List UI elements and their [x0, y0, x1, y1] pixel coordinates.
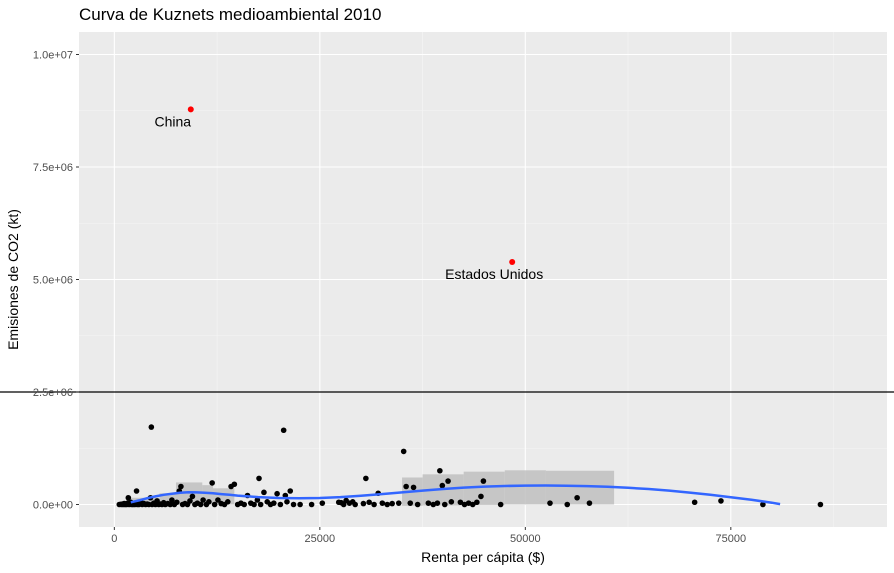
smooth-curve — [130, 484, 781, 506]
y-tick-label: 5.0e+06 — [33, 275, 73, 287]
data-point — [457, 499, 464, 506]
data-point — [287, 488, 294, 494]
x-tick-label: 50000 — [510, 533, 541, 545]
data-point — [379, 500, 386, 506]
data-point — [167, 501, 174, 508]
data-point — [241, 501, 248, 508]
data-point — [211, 501, 218, 508]
data-point — [200, 497, 206, 503]
data-point — [148, 424, 155, 430]
data-point — [274, 490, 280, 497]
y-tick-label: 1.0e+07 — [33, 50, 73, 62]
data-point — [169, 497, 175, 503]
data-point — [189, 493, 196, 500]
data-point — [445, 478, 451, 484]
y-axis: 0.0e+00 2.5e+06 5.0e+06 7.5e+06 1.0e+07 — [33, 50, 79, 512]
data-point — [254, 497, 261, 503]
highlight-label: China — [154, 113, 191, 129]
data-point — [371, 501, 377, 508]
data-point — [261, 489, 267, 496]
data-point — [209, 480, 215, 486]
y-axis-title: Emisiones de CO2 (kt) — [5, 209, 21, 350]
highlighted-points: China Estados Unidos — [154, 106, 543, 282]
data-point — [206, 499, 212, 505]
data-point — [271, 500, 277, 506]
data-point — [497, 501, 504, 508]
data-point — [319, 500, 326, 506]
data-point — [691, 499, 698, 506]
data-point — [280, 427, 287, 434]
data-point — [817, 501, 824, 508]
data-point — [290, 501, 297, 508]
data-point — [133, 488, 140, 494]
x-axis: 0 25000 50000 75000 — [111, 527, 746, 545]
data-point — [395, 500, 402, 506]
data-point — [352, 501, 358, 508]
x-axis-title: Renta per cápita ($) — [421, 549, 545, 565]
data-point — [297, 501, 303, 508]
data-point — [469, 501, 476, 508]
data-point — [564, 501, 571, 508]
data-point — [425, 500, 432, 506]
x-tick-label: 0 — [111, 533, 117, 545]
x-tick-label: 25000 — [305, 533, 336, 545]
data-point — [480, 478, 487, 484]
data-point — [586, 500, 593, 506]
highlight-point — [509, 258, 516, 265]
data-point — [308, 501, 315, 508]
data-point — [448, 499, 455, 505]
data-point — [410, 484, 417, 491]
data-point — [384, 501, 391, 508]
data-point — [174, 499, 180, 506]
data-point — [360, 500, 367, 507]
x-tick-label: 75000 — [716, 533, 747, 545]
y-tick-label: 0.0e+00 — [33, 500, 73, 512]
data-point — [340, 501, 347, 508]
chart-title: Curva de Kuznets medioambiental 2010 — [79, 5, 381, 24]
data-point — [389, 500, 395, 507]
data-point — [277, 501, 284, 508]
y-tick-label: 7.5e+06 — [33, 162, 73, 174]
data-point — [403, 483, 409, 490]
scatter-points — [116, 424, 824, 508]
data-point — [187, 498, 193, 504]
data-point — [197, 501, 204, 508]
data-point — [414, 501, 421, 508]
ribbon-segment — [202, 485, 213, 505]
data-point — [547, 500, 553, 506]
data-point — [257, 501, 264, 508]
data-point — [574, 494, 580, 501]
highlight-label: Estados Unidos — [445, 266, 543, 282]
data-point — [437, 467, 443, 474]
data-point — [215, 497, 221, 503]
data-point — [474, 499, 480, 506]
data-point — [366, 499, 372, 506]
data-point — [441, 501, 448, 508]
data-point — [407, 500, 414, 506]
data-point — [718, 498, 724, 504]
data-point — [224, 499, 231, 505]
data-point — [251, 501, 257, 508]
data-point — [434, 500, 441, 506]
data-point — [256, 475, 262, 482]
y-tick-label: 2.5e+06 — [33, 387, 73, 399]
highlight-point — [187, 106, 194, 113]
data-point — [231, 481, 238, 488]
ribbon-segment — [504, 470, 546, 505]
data-point — [478, 493, 484, 500]
data-point — [125, 494, 132, 501]
data-point — [400, 448, 407, 455]
data-point — [178, 483, 184, 490]
data-point — [284, 499, 290, 505]
data-point — [439, 482, 446, 489]
data-point — [363, 475, 369, 482]
data-point — [760, 501, 766, 508]
